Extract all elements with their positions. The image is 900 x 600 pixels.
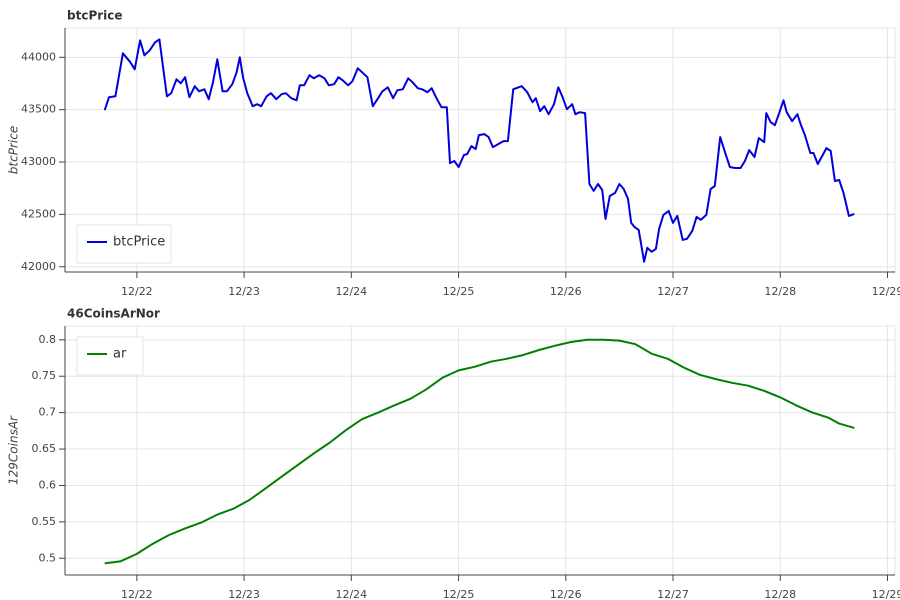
x-tick-label: 12/27 bbox=[657, 285, 689, 298]
x-tick-label: 12/28 bbox=[764, 588, 796, 600]
data-line bbox=[103, 38, 855, 263]
plot-area bbox=[64, 325, 896, 576]
x-tick-label: 12/29 bbox=[872, 588, 900, 600]
y-tick-label: 0.75 bbox=[32, 369, 57, 382]
x-tick-label: 12/26 bbox=[550, 588, 582, 600]
y-tick-label: 0.7 bbox=[39, 406, 57, 419]
chart-title: btcPrice bbox=[67, 9, 123, 23]
plot-area bbox=[64, 27, 896, 273]
x-tick-label: 12/24 bbox=[335, 588, 367, 600]
x-tick-label: 12/25 bbox=[443, 285, 475, 298]
y-tick-label: 42500 bbox=[21, 207, 56, 220]
x-tick-label: 12/22 bbox=[121, 588, 153, 600]
x-tick-label: 12/26 bbox=[550, 285, 582, 298]
x-tick-label: 12/29 bbox=[872, 285, 900, 298]
y-tick-label: 0.6 bbox=[39, 478, 57, 491]
y-tick-label: 0.5 bbox=[39, 551, 57, 564]
x-tick-label: 12/27 bbox=[657, 588, 689, 600]
x-tick-label: 12/22 bbox=[121, 285, 153, 298]
data-line bbox=[104, 338, 855, 565]
y-tick-label: 0.65 bbox=[32, 442, 57, 455]
x-tick-label: 12/24 bbox=[335, 285, 367, 298]
legend-label: ar bbox=[113, 347, 127, 362]
legend-box bbox=[76, 224, 172, 264]
x-tick-label: 12/28 bbox=[764, 285, 796, 298]
x-tick-label: 12/25 bbox=[443, 588, 475, 600]
chart-title: 46CoinsArNor bbox=[67, 307, 160, 321]
y-tick-label: 0.8 bbox=[39, 333, 57, 346]
x-tick-label: 12/23 bbox=[228, 588, 260, 600]
y-tick-label: 42000 bbox=[21, 260, 56, 273]
legend-box bbox=[76, 336, 144, 376]
y-axis-label: 129CoinsAr bbox=[7, 415, 21, 485]
y-tick-label: 0.55 bbox=[32, 515, 57, 528]
y-axis-label: btcPrice bbox=[7, 126, 21, 174]
y-tick-label: 44000 bbox=[21, 50, 56, 63]
y-tick-label: 43500 bbox=[21, 103, 56, 116]
x-tick-label: 12/23 bbox=[228, 285, 260, 298]
y-tick-label: 43000 bbox=[21, 155, 56, 168]
legend-label: btcPrice bbox=[113, 235, 165, 250]
